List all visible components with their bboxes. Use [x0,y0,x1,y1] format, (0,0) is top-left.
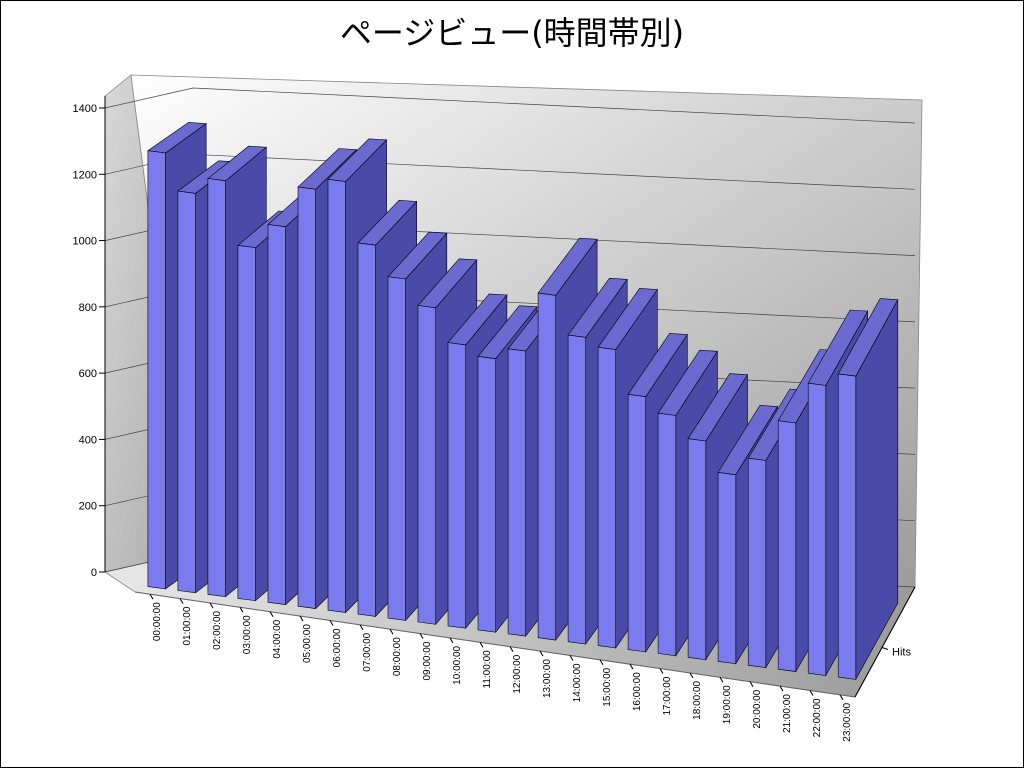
bar [417,305,437,625]
x-axis: 00:00:00 01:00:00 02:00:00 03:00:00 04:00:00… [149,593,853,742]
y-tick-label: 1200 [73,169,97,181]
bar [717,472,737,665]
x-tick-label: 06:00:00 [332,628,343,667]
bar [147,150,166,590]
x-tick-label: 13:00:00 [542,659,553,698]
bar [657,412,677,657]
series-axis: Hits [854,586,916,698]
floor-front-edge [134,591,856,698]
bar [507,348,527,637]
x-tick [749,681,754,687]
x-tick-label: 12:00:00 [512,654,523,693]
x-tick [299,615,304,622]
bar [207,178,226,598]
bar [597,346,617,649]
x-tick-label: 07:00:00 [362,632,373,671]
x-tick [209,602,214,609]
bar [447,342,467,629]
x-tick [509,646,514,652]
bar [777,420,797,672]
bar [477,356,497,633]
x-tick-label: 09:00:00 [422,641,433,680]
x-tick-label: 16:00:00 [632,672,643,711]
bar [837,373,857,680]
x-tick [389,628,394,635]
x-tick [269,611,274,617]
x-tick [569,655,574,661]
x-tick-label: 17:00:00 [662,676,673,715]
y-tick-label: 1000 [73,236,97,248]
series-axis-line [854,586,916,698]
x-tick [149,593,154,600]
y-tick-label: 200 [79,501,97,513]
x-tick-label: 18:00:00 [692,680,703,719]
x-tick [479,642,484,648]
y-tick-label: 400 [79,434,97,446]
x-tick-label: 04:00:00 [272,619,283,658]
bar [267,224,286,605]
x-tick [539,650,544,657]
bar [387,276,406,621]
bar [237,245,256,602]
bar [357,242,376,617]
x-tick-label: 01:00:00 [182,606,193,645]
series-label: Hits [892,647,911,659]
x-tick-label: 23:00:00 [842,702,853,741]
bar [807,382,827,676]
bar [297,186,316,609]
bar [747,457,767,668]
x-tick-label: 03:00:00 [242,615,253,654]
x-tick [659,668,664,674]
x-tick [359,624,364,631]
x-tick-label: 14:00:00 [572,663,583,702]
x-tick-label: 11:00:00 [482,650,493,689]
x-tick [329,620,334,626]
bar [177,190,196,594]
x-tick [839,694,844,701]
y-tick-label: 800 [79,302,97,314]
x-tick [599,659,604,666]
bar [327,178,346,613]
bar [687,438,707,661]
gridline [104,87,916,124]
y-tick-label: 1400 [73,103,97,115]
x-tick [809,690,814,696]
series-tick [881,647,889,650]
x-tick [419,633,424,639]
y-tick-label: 0 [91,567,97,579]
x-tick [239,607,244,613]
x-tick [449,637,454,644]
x-tick [179,598,184,604]
x-tick [689,672,694,679]
bar [567,334,587,645]
x-tick-label: 15:00:00 [602,667,613,706]
x-tick-label: 21:00:00 [782,694,793,733]
x-tick-label: 00:00:00 [152,602,163,641]
x-tick-label: 22:00:00 [812,698,823,737]
x-tick-label: 08:00:00 [392,637,403,676]
x-tick-label: 10:00:00 [452,645,463,684]
bar-series [147,122,899,680]
chart-title: ページビュー(時間帯別) [339,14,685,52]
x-tick [719,677,724,683]
x-tick [629,663,634,670]
y-axis: 0 200 400 600 800 1000 1200 1400 [73,96,106,579]
y-tick-label: 600 [79,368,97,380]
x-tick-label: 02:00:00 [212,610,223,649]
x-tick-label: 19:00:00 [722,685,733,724]
x-tick-label: 20:00:00 [752,689,763,728]
x-tick [779,685,784,692]
bar [627,394,647,653]
x-tick-label: 05:00:00 [302,624,313,663]
bar [537,292,557,641]
